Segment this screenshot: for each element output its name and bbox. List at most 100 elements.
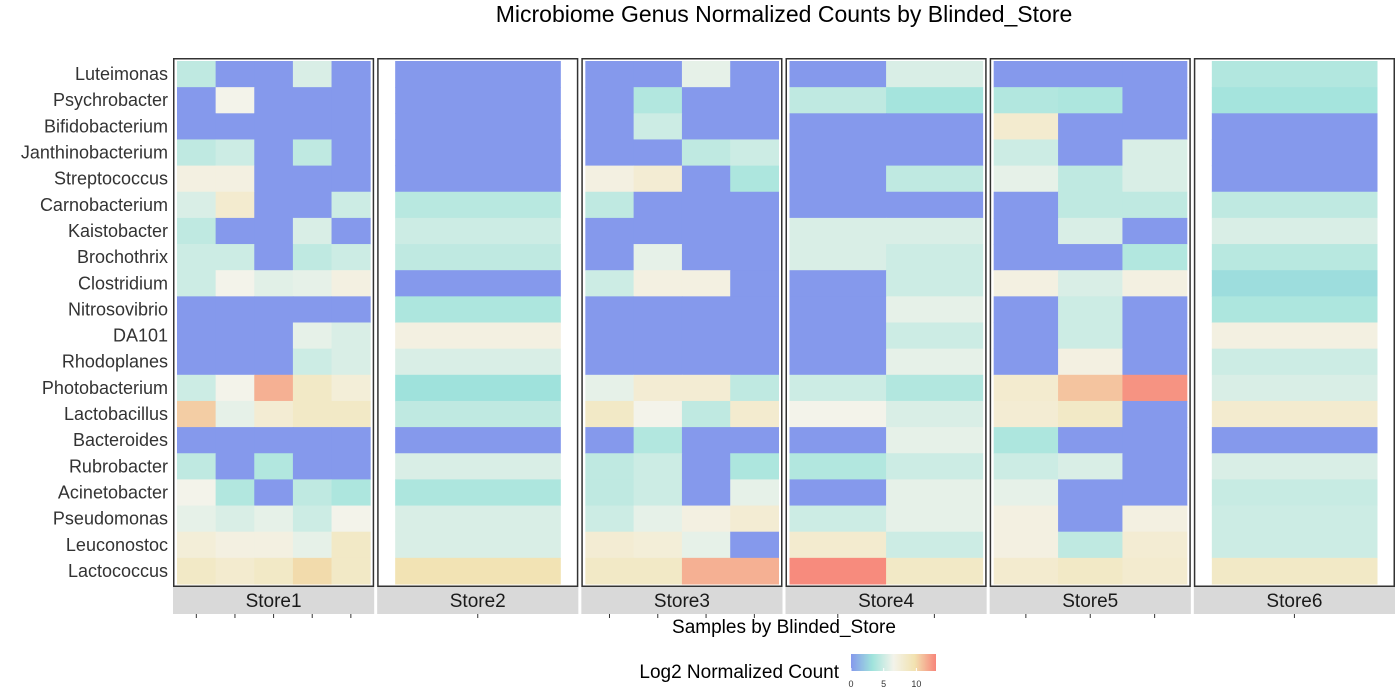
heatmap-cell [395,557,561,585]
heatmap-cell [1122,244,1188,271]
heatmap-cell [730,348,779,376]
heatmap-cell [177,191,217,219]
heatmap-cell [789,427,887,454]
heatmap-cell [1211,479,1378,507]
heatmap-cell [585,557,635,585]
legend-tick-label: 10 [911,679,921,689]
heatmap-cell [177,348,217,376]
heatmap-cell [395,374,561,402]
legend-ticks: 0 5 10 [848,668,921,689]
heatmap-cell [886,244,984,271]
heatmap-cell [177,61,217,88]
heatmap-cell [585,113,635,140]
heatmap-cell [292,217,333,245]
heatmap-cell [633,217,683,245]
legend-tick-label: 5 [881,679,886,689]
heatmap-cell [1122,374,1188,402]
heatmap-cell [254,139,294,167]
heatmap-cell [395,531,561,559]
heatmap-cell [993,322,1059,350]
heatmap-cell [633,453,683,480]
heatmap-cell [789,557,887,585]
heatmap-cell [681,244,731,271]
heatmap-cell [1058,113,1123,140]
heatmap-cell [254,400,294,428]
heatmap-cell [1211,191,1378,219]
heatmap-cell [633,557,683,585]
heatmap-cell [681,348,731,376]
heatmap-cell [681,217,731,245]
heatmap-cell [730,270,779,297]
strip-store6: Store6 [1193,587,1395,618]
panel-store4 [785,58,987,587]
heatmap-cell [993,270,1059,297]
heatmap-cell [177,270,217,297]
heatmap-cell [886,113,984,140]
heatmap-cell [633,87,683,114]
genus-label: Luteimonas [75,64,168,84]
heatmap-cell [395,61,561,88]
heatmap-cell [1122,453,1188,480]
heatmap-cell [254,427,294,454]
panel-store3 [581,58,783,587]
panel-border [581,58,783,587]
heatmap-cell [331,505,371,533]
heatmap-cell [292,479,333,507]
heatmap-cell [585,139,635,167]
heatmap-cell [177,374,217,402]
heatmap-cell [886,348,984,376]
heatmap-cell [331,348,371,376]
legend: Log2 Normalized Count 0 5 10 [639,654,936,689]
heatmap-cell [292,61,333,88]
panel-store2 [377,58,579,587]
heatmap-cell [633,244,683,271]
strip-background [173,587,375,614]
heatmap-cell [177,427,217,454]
heatmap-cell [585,322,635,350]
heatmap-cell [633,348,683,376]
heatmap-cell [1058,348,1123,376]
heatmap-cell [789,191,887,219]
heatmap-cell [1058,296,1123,323]
heatmap-cell [177,557,217,585]
strip-label: Store5 [1062,591,1118,612]
heatmap-cell [1058,270,1123,297]
heatmap-cell [1122,322,1188,350]
store-strips: Store1 Store2 Store3 Store4 Store5 Store6 [173,587,1395,618]
heatmap-cell [730,322,779,350]
heatmap-cell [1058,139,1123,167]
heatmap-cell [1058,322,1123,350]
heatmap-cell [1211,296,1378,323]
heatmap-cell [1211,139,1378,167]
heatmap-cell [681,296,731,323]
heatmap-cell [633,113,683,140]
heatmap-cell [886,531,984,559]
heatmap-cell [331,87,371,114]
heatmap-cell [681,191,731,219]
heatmap-cell [886,217,984,245]
heatmap-cell [789,270,887,297]
heatmap-cell [177,87,217,114]
heatmap-cell [1122,505,1188,533]
heatmap-cell [585,400,635,428]
heatmap-cell [730,165,779,193]
heatmap-cell [681,453,731,480]
heatmap-cell [730,61,779,88]
heatmap-cell [215,400,255,428]
heatmap-cell [177,322,217,350]
heatmap-cell [331,113,371,140]
heatmap-cell [585,453,635,480]
heatmap-cell [730,113,779,140]
heatmap-cell [730,191,779,219]
heatmap-cell [177,296,217,323]
heatmap-cell [292,191,333,219]
heatmap-cell [1058,87,1123,114]
heatmap-cell [292,139,333,167]
heatmap-cell [789,61,887,88]
heatmap-cell [789,244,887,271]
heatmap-cell [886,165,984,193]
heatmap-cell [1122,427,1188,454]
genus-label: Kaistobacter [68,221,168,241]
heatmap-cell [215,453,255,480]
